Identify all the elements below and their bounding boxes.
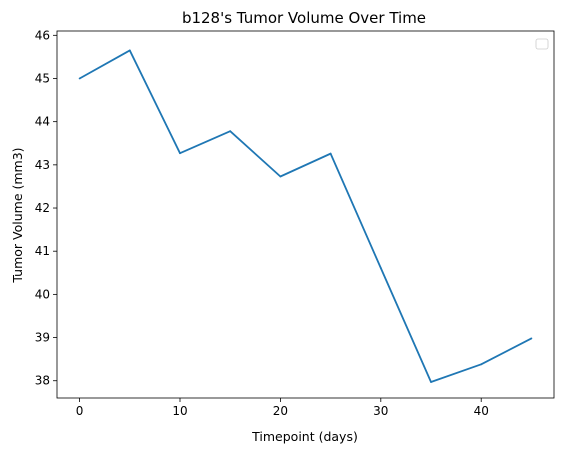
data-point — [128, 49, 131, 52]
y-tick-label: 46 — [35, 28, 50, 42]
x-axis-title: Timepoint (days) — [251, 429, 358, 444]
data-point — [229, 130, 232, 133]
data-point — [379, 267, 382, 269]
data-point — [530, 337, 533, 340]
data-point — [279, 175, 282, 178]
y-tick-label: 43 — [35, 158, 50, 172]
series-layer — [78, 49, 533, 383]
data-point — [179, 152, 181, 155]
x-axis: 0 10 20 30 40 — [76, 398, 489, 418]
x-tick-label: 0 — [76, 404, 84, 418]
data-point — [430, 381, 432, 383]
legend-box — [535, 38, 549, 50]
data-point — [480, 363, 483, 366]
y-axis-title: Tumor Volume (mm3) — [10, 147, 25, 283]
x-tick-label: 30 — [373, 404, 388, 418]
y-tick-label: 38 — [35, 374, 50, 388]
plot-area — [56, 30, 555, 399]
y-tick-label: 45 — [35, 71, 50, 85]
x-tick-label: 10 — [172, 404, 187, 418]
y-tick-label: 42 — [35, 201, 50, 215]
y-tick-label: 41 — [35, 244, 50, 258]
data-point — [329, 152, 332, 155]
series-line — [79, 49, 532, 383]
x-tick-label: 40 — [474, 404, 489, 418]
y-tick-label: 39 — [35, 331, 50, 345]
y-tick-label: 44 — [35, 115, 50, 129]
chart-title: b128's Tumor Volume Over Time — [182, 9, 426, 27]
y-axis: 38 39 40 41 42 43 44 45 46 — [35, 28, 57, 388]
y-tick-label: 40 — [35, 287, 50, 301]
data-point — [78, 77, 81, 80]
x-tick-label: 20 — [273, 404, 288, 418]
